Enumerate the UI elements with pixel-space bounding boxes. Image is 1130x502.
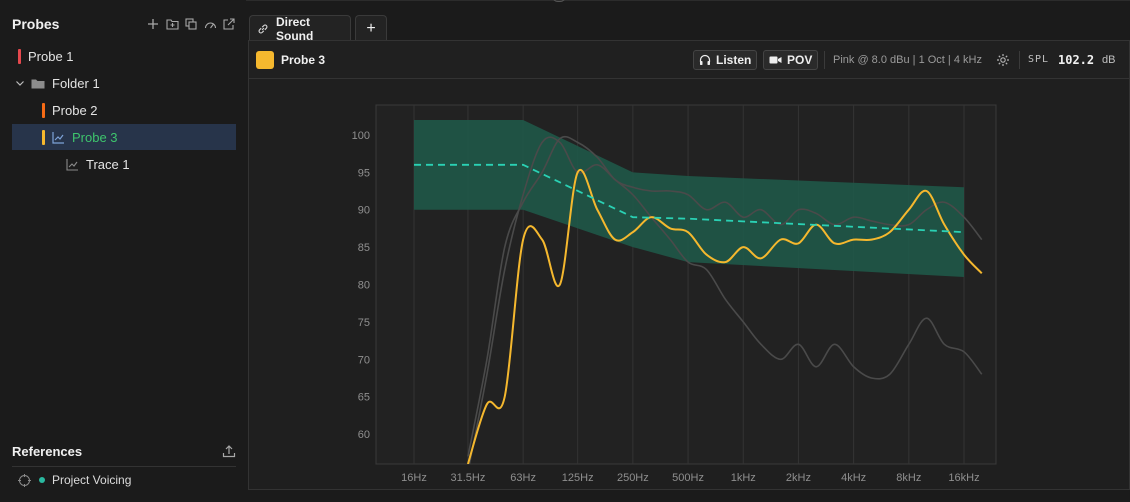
x-tick-label: 500Hz xyxy=(672,472,704,484)
link-icon xyxy=(257,23,269,35)
x-tick-label: 250Hz xyxy=(617,472,649,484)
spl-label: SPL xyxy=(1028,54,1050,65)
tab-direct-sound[interactable]: Direct Sound xyxy=(249,14,351,43)
plot-area[interactable] xyxy=(375,104,997,465)
x-tick-label: 2kHz xyxy=(786,472,811,484)
chart-line-icon xyxy=(52,131,65,144)
y-tick-label: 100 xyxy=(352,130,370,142)
pov-label: POV xyxy=(787,53,813,67)
folder-plus-icon[interactable] xyxy=(165,17,179,31)
external-link-icon[interactable] xyxy=(222,17,236,31)
reference-item-project-voicing[interactable]: Project Voicing xyxy=(18,472,131,488)
target-band-area xyxy=(414,119,964,278)
add-tab-button[interactable]: + xyxy=(355,15,387,41)
plus-icon[interactable] xyxy=(146,17,160,31)
listen-label: Listen xyxy=(716,53,752,67)
toolbar-divider xyxy=(824,51,825,69)
probes-sidebar: Probes Probe 1 Folder 1 Probe 2 xyxy=(0,0,246,502)
probes-toolbar xyxy=(146,17,236,31)
x-tick-label: 16kHz xyxy=(948,472,979,484)
duplicate-icon[interactable] xyxy=(184,17,198,31)
references-title: References xyxy=(12,444,83,459)
y-tick-label: 65 xyxy=(358,392,370,404)
crosshair-icon[interactable] xyxy=(18,473,31,487)
x-tick-label: 63Hz xyxy=(510,472,536,484)
chevron-down-icon[interactable] xyxy=(15,79,25,87)
window-top-border xyxy=(0,0,1130,1)
x-tick-label: 31.5Hz xyxy=(451,472,486,484)
x-axis-tick-labels: 16Hz 31.5Hz 63Hz 125Hz 250Hz 500Hz 1kHz 2kHz 4kH… xyxy=(401,472,979,484)
frequency-response-chart[interactable]: 16Hz 31.5Hz 63Hz 125Hz 250Hz 500Hz 1kHz 2kHz 4kH… xyxy=(249,80,1129,489)
x-tick-label: 1kHz xyxy=(731,472,756,484)
y-tick-label: 80 xyxy=(358,280,370,292)
tree-item-label: Probe 1 xyxy=(28,48,74,64)
tab-label: Direct Sound xyxy=(276,14,314,43)
x-tick-label: 8kHz xyxy=(896,472,921,484)
tree-item-probe-3[interactable]: Probe 3 xyxy=(12,124,236,150)
tree-item-trace-1[interactable]: Trace 1 xyxy=(12,151,236,177)
probe-3-trace xyxy=(466,168,983,464)
y-axis-tick-labels: 100 95 90 85 80 75 70 65 60 xyxy=(352,130,370,441)
target-curve-line xyxy=(414,163,965,234)
x-tick-label: 125Hz xyxy=(562,472,594,484)
y-tick-label: 95 xyxy=(358,167,370,179)
probe-title: Probe 3 xyxy=(281,53,326,67)
headphones-icon xyxy=(699,54,711,66)
gauge-icon[interactable] xyxy=(203,17,217,31)
reference-trace xyxy=(468,136,983,464)
target-band xyxy=(414,119,964,278)
probe-1-color-bar xyxy=(18,48,21,64)
y-tick-label: 75 xyxy=(358,317,370,329)
reference-trace xyxy=(467,135,983,457)
references-divider xyxy=(12,466,236,467)
listen-button[interactable]: Listen xyxy=(693,50,758,70)
toolbar-divider xyxy=(1019,51,1020,69)
tree-item-label: Folder 1 xyxy=(52,75,100,91)
tree-item-label: Probe 2 xyxy=(52,102,98,118)
reference-label: Project Voicing xyxy=(52,473,132,487)
tree-item-label: Trace 1 xyxy=(86,156,130,172)
signal-info: Pink @ 8.0 dBu | 1 Oct | 4 kHz xyxy=(833,54,982,66)
probes-title: Probes xyxy=(12,16,60,32)
probe-2-color-bar xyxy=(42,102,45,118)
y-tick-label: 85 xyxy=(358,242,370,254)
pov-button[interactable]: POV xyxy=(763,50,819,70)
tree-item-probe-2[interactable]: Probe 2 xyxy=(12,97,236,123)
target-curve xyxy=(414,163,965,234)
gear-icon[interactable] xyxy=(996,53,1010,67)
tree-item-folder-1[interactable]: Folder 1 xyxy=(12,70,236,96)
spl-unit: dB xyxy=(1102,54,1116,66)
y-tick-label: 90 xyxy=(358,205,370,217)
y-tick-label: 70 xyxy=(358,354,370,366)
camera-icon xyxy=(769,55,782,65)
window-handle[interactable] xyxy=(552,0,566,2)
reference-color-dot xyxy=(39,477,45,483)
probe-3-color-bar xyxy=(42,129,45,145)
tree-item-probe-1[interactable]: Probe 1 xyxy=(12,43,236,69)
upload-icon[interactable] xyxy=(222,444,236,458)
x-tick-label: 16Hz xyxy=(401,472,427,484)
folder-icon xyxy=(31,78,45,89)
trace-icon xyxy=(66,158,79,171)
y-tick-label: 60 xyxy=(358,429,370,441)
measurement-traces xyxy=(466,135,983,464)
probe-color-swatch[interactable] xyxy=(256,51,274,69)
spl-value: 102.2 xyxy=(1058,53,1095,67)
tree-item-label: Probe 3 xyxy=(72,129,118,145)
x-tick-label: 4kHz xyxy=(841,472,866,484)
probe-toolbar: Probe 3 Listen POV Pink @ 8.0 dBu | 1 Oc… xyxy=(249,41,1129,79)
